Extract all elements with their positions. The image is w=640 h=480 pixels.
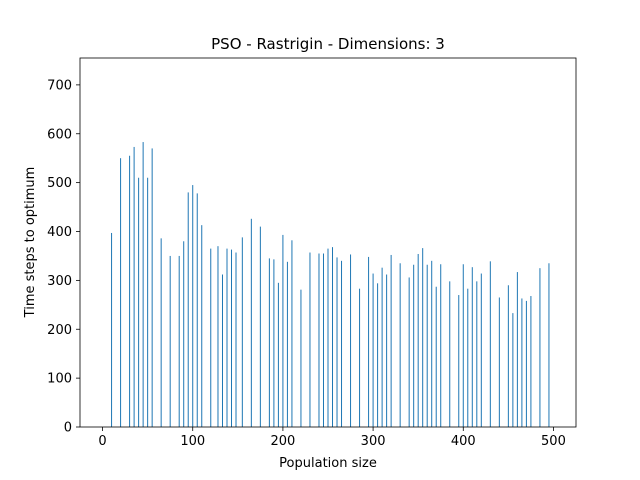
bar <box>431 260 433 427</box>
x-tick-label: 0 <box>98 434 106 449</box>
bar <box>151 148 153 428</box>
bar <box>273 259 275 427</box>
bar <box>259 226 261 427</box>
bar <box>512 313 514 427</box>
bar <box>399 263 401 427</box>
bar <box>291 240 293 427</box>
bar <box>201 225 203 427</box>
x-axis-ticks: 0 100 200 300 400 500 <box>98 427 566 449</box>
bar <box>268 258 270 427</box>
bar <box>413 264 415 427</box>
bar <box>440 264 442 427</box>
bar <box>196 193 198 427</box>
bar <box>390 254 392 427</box>
plot-frame <box>79 57 577 428</box>
y-tick-label: 600 <box>47 127 72 142</box>
bar <box>277 282 279 427</box>
x-tick-label: 500 <box>541 434 566 449</box>
y-tick-label: 500 <box>47 176 72 191</box>
y-tick-label: 0 <box>64 421 72 436</box>
bar <box>381 267 383 427</box>
bar <box>359 288 361 427</box>
x-tick-label: 100 <box>180 434 205 449</box>
bar <box>129 155 131 427</box>
bar <box>217 246 219 427</box>
bar <box>231 249 233 427</box>
y-tick-label: 400 <box>47 225 72 240</box>
bar <box>133 146 135 427</box>
bar <box>309 252 311 427</box>
bar <box>221 274 223 427</box>
bar <box>142 142 144 427</box>
bar <box>192 185 194 427</box>
bar <box>138 177 140 427</box>
bar <box>377 283 379 427</box>
bar <box>241 237 243 427</box>
bar <box>386 274 388 427</box>
bar <box>458 295 460 427</box>
bar <box>417 253 419 427</box>
bar <box>250 218 252 427</box>
bar <box>449 281 451 427</box>
bar <box>530 296 532 427</box>
bar <box>521 298 523 427</box>
bar <box>539 268 541 427</box>
y-axis-label: Time steps to optimum <box>23 167 38 319</box>
bar <box>147 177 149 427</box>
y-tick-label: 100 <box>47 372 72 387</box>
x-tick-label: 200 <box>270 434 295 449</box>
bar <box>210 248 212 427</box>
bar <box>300 289 302 427</box>
bar <box>226 248 228 427</box>
bar <box>368 256 370 427</box>
x-tick-label: 300 <box>361 434 386 449</box>
bar <box>507 285 509 427</box>
bar <box>111 232 113 427</box>
bar <box>183 241 185 427</box>
bar <box>476 281 478 427</box>
bar <box>462 264 464 427</box>
bar <box>372 273 374 427</box>
y-tick-label: 300 <box>47 274 72 289</box>
bar <box>525 300 527 427</box>
bar <box>322 253 324 427</box>
bar <box>178 255 180 427</box>
bar <box>160 238 162 427</box>
bar <box>435 286 437 427</box>
y-tick-label: 200 <box>47 323 72 338</box>
y-tick-label: 700 <box>47 78 72 93</box>
bar <box>120 158 122 427</box>
bars-group <box>111 142 550 428</box>
bar <box>341 260 343 427</box>
bar <box>422 248 424 427</box>
bar <box>467 288 469 427</box>
bar <box>408 277 410 427</box>
chart-title: PSO - Rastrigin - Dimensions: 3 <box>211 35 445 53</box>
bar <box>332 247 334 427</box>
bar <box>498 297 500 427</box>
bar <box>548 263 550 427</box>
bar <box>235 252 237 427</box>
bar <box>318 253 320 427</box>
x-tick-label: 400 <box>451 434 476 449</box>
bar <box>327 248 329 427</box>
bar <box>286 261 288 427</box>
bar <box>350 254 352 427</box>
x-axis-label: Population size <box>279 456 377 471</box>
bar <box>169 255 171 427</box>
bar <box>489 261 491 427</box>
bar <box>480 273 482 427</box>
bar <box>187 192 189 427</box>
bar <box>516 272 518 427</box>
bar <box>282 234 284 427</box>
bar <box>471 267 473 427</box>
bar <box>426 264 428 427</box>
bar <box>336 257 338 427</box>
y-axis-ticks: 0 100 200 300 400 500 600 700 <box>47 78 80 436</box>
